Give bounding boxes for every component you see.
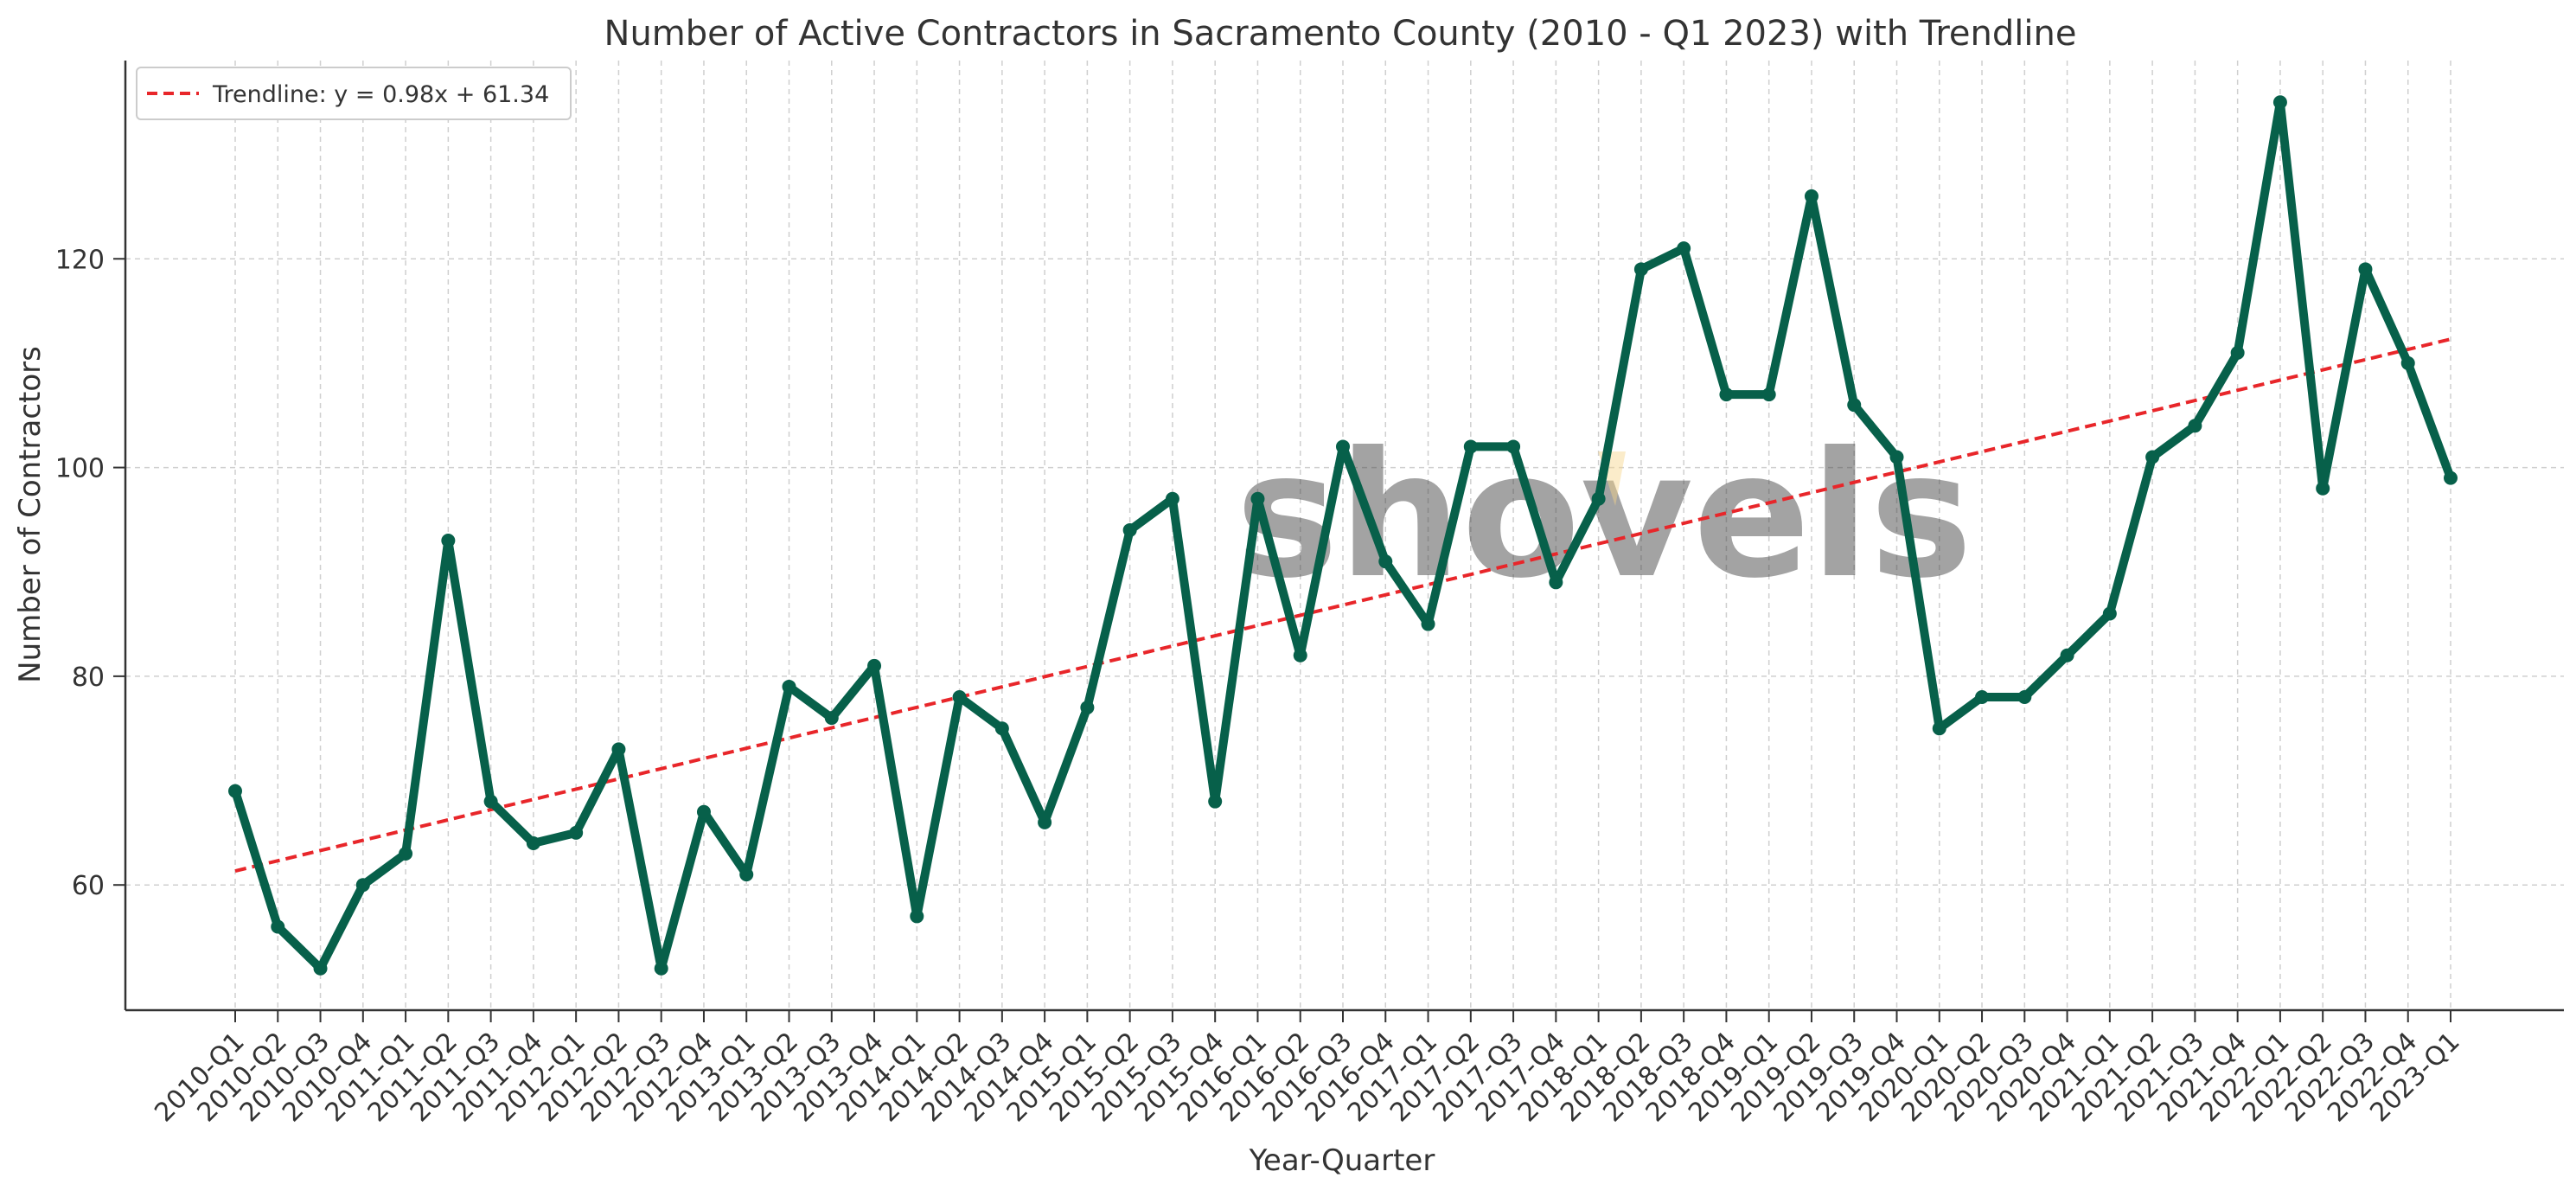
- data-point: [782, 679, 796, 694]
- legend-trendline-label: Trendline: y = 0.98x + 61.34: [212, 81, 549, 108]
- data-point: [1421, 617, 1435, 631]
- data-point: [2272, 95, 2287, 110]
- data-point: [2188, 419, 2202, 433]
- data-point: [824, 711, 839, 726]
- data-point: [1038, 815, 1052, 829]
- data-point: [1378, 554, 1393, 569]
- data-point: [1080, 701, 1095, 715]
- series-layer: [228, 95, 2458, 976]
- data-point: [1336, 439, 1350, 454]
- tick-labels: 2010-Q12010-Q22010-Q32010-Q42011-Q12011-…: [55, 245, 2466, 1128]
- data-point: [994, 721, 1009, 736]
- data-point: [611, 742, 626, 757]
- data-point: [1975, 690, 1990, 705]
- grid-lines: [125, 61, 2564, 1010]
- y-tick-label: 120: [55, 245, 105, 275]
- data-point: [739, 867, 754, 882]
- data-point: [2145, 450, 2160, 464]
- data-point: [1506, 439, 1521, 454]
- axes: [113, 61, 2564, 1022]
- data-point: [1208, 794, 1223, 809]
- data-point: [910, 909, 924, 924]
- y-tick-label: 80: [72, 663, 105, 693]
- data-point: [867, 658, 882, 673]
- data-point: [228, 784, 242, 798]
- data-point: [2102, 606, 2117, 621]
- data-point: [1932, 721, 1946, 736]
- data-point: [1677, 241, 1691, 256]
- data-point: [1293, 648, 1307, 663]
- data-point: [1633, 262, 1648, 277]
- data-point: [1889, 450, 1904, 464]
- data-point: [569, 825, 584, 840]
- data-point: [1122, 522, 1137, 537]
- y-tick-label: 60: [72, 871, 105, 901]
- data-point: [483, 794, 498, 809]
- data-point: [2358, 262, 2373, 277]
- data-point: [2017, 690, 2032, 705]
- data-point: [2400, 355, 2415, 370]
- data-point: [1250, 491, 1265, 506]
- data-point: [654, 961, 668, 976]
- data-point: [1463, 439, 1478, 454]
- data-point: [1761, 387, 1776, 402]
- data-point: [2444, 470, 2458, 485]
- chart-title: Number of Active Contractors in Sacramen…: [604, 14, 2077, 54]
- data-point: [399, 847, 413, 861]
- data-point: [355, 878, 370, 893]
- legend-box: [136, 67, 572, 120]
- data-point: [441, 534, 456, 548]
- y-axis-label: Number of Contractors: [13, 346, 48, 683]
- data-point: [2316, 481, 2330, 496]
- data-point: [271, 919, 285, 934]
- data-point: [952, 690, 967, 705]
- data-point: [1719, 387, 1734, 402]
- data-point: [1804, 189, 1819, 203]
- x-axis-label: Year-Quarter: [1249, 1143, 1435, 1178]
- data-point: [2060, 648, 2074, 663]
- data-point: [1549, 575, 1563, 590]
- y-tick-label: 100: [55, 454, 105, 484]
- data-point: [696, 804, 711, 819]
- data-point: [2230, 345, 2245, 360]
- legend: Trendline: y = 0.98x + 61.34: [136, 67, 572, 120]
- data-point: [313, 961, 328, 976]
- data-point: [1591, 491, 1606, 506]
- data-point: [526, 835, 540, 850]
- data-point: [1847, 398, 1862, 413]
- data-point: [1165, 491, 1179, 506]
